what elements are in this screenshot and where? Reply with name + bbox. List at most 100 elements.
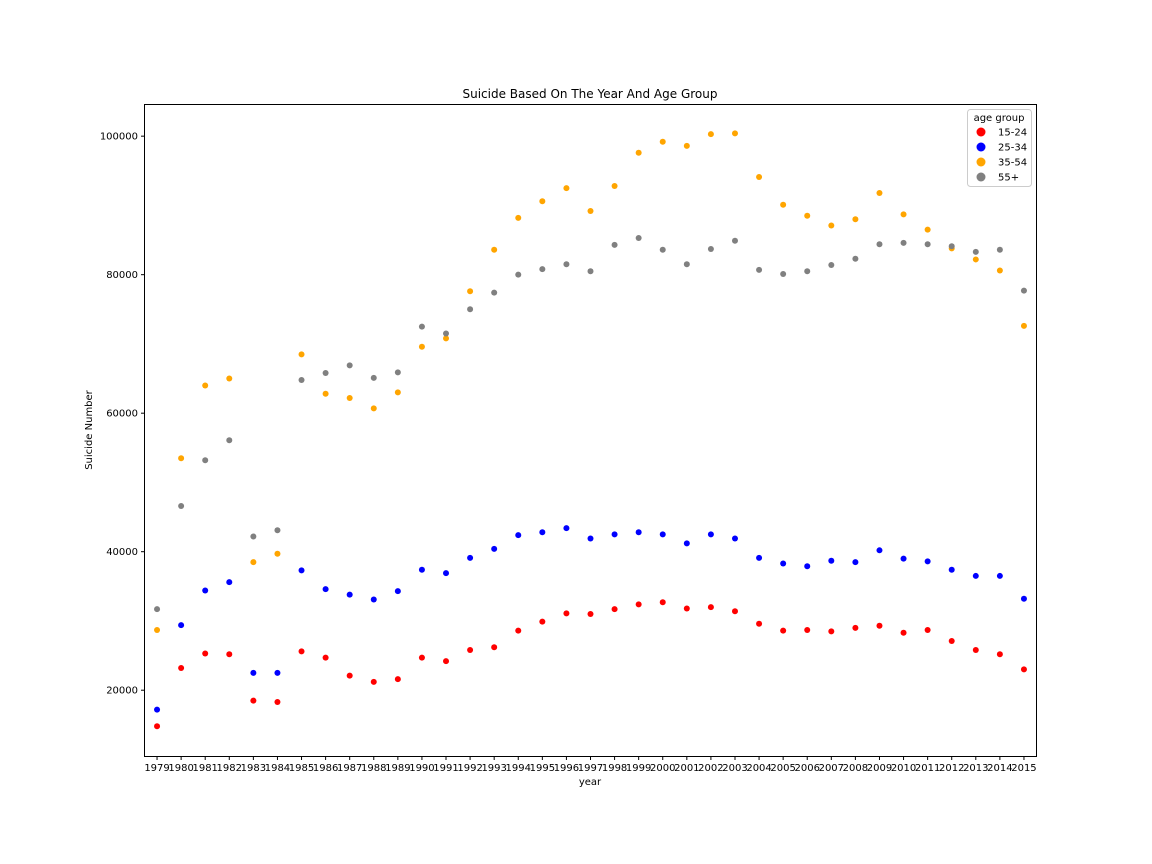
- data-point-15-24: [876, 622, 883, 629]
- data-point-35-54: [563, 185, 570, 192]
- data-point-15-24: [226, 651, 233, 658]
- data-point-35-54: [731, 130, 738, 137]
- data-point-15-24: [659, 599, 666, 606]
- y-tick-label: 40000: [106, 547, 138, 558]
- data-point-35-54: [852, 216, 859, 223]
- x-tick-label: 1999: [626, 763, 651, 774]
- data-point-55+: [322, 370, 329, 377]
- data-point-25-34: [274, 669, 281, 676]
- data-point-55+: [1020, 287, 1027, 294]
- data-point-55+: [491, 289, 498, 296]
- data-point-25-34: [394, 588, 401, 595]
- data-point-15-24: [731, 608, 738, 615]
- data-points: [154, 130, 1027, 730]
- data-point-35-54: [370, 405, 377, 412]
- data-point-15-24: [852, 624, 859, 631]
- data-point-35-54: [924, 226, 931, 233]
- data-point-55+: [563, 261, 570, 268]
- data-point-55+: [731, 237, 738, 244]
- x-tick-label: 2008: [843, 763, 868, 774]
- x-tick-label: 1987: [337, 763, 362, 774]
- data-point-15-24: [539, 618, 546, 625]
- data-point-25-34: [756, 554, 763, 561]
- data-point-25-34: [154, 706, 161, 713]
- data-point-55+: [876, 241, 883, 248]
- data-point-25-34: [900, 555, 907, 562]
- data-point-25-34: [876, 547, 883, 554]
- x-tick-label: 2001: [674, 763, 699, 774]
- data-point-55+: [635, 234, 642, 241]
- data-point-35-54: [804, 212, 811, 219]
- data-point-25-34: [707, 531, 714, 538]
- legend-label: 35-54: [998, 158, 1027, 169]
- data-point-35-54: [202, 382, 209, 389]
- y-tick-label: 80000: [106, 270, 138, 281]
- x-tick-label: 2014: [987, 763, 1012, 774]
- data-point-35-54: [154, 626, 161, 633]
- data-point-55+: [298, 376, 305, 383]
- data-point-15-24: [707, 604, 714, 611]
- data-point-55+: [659, 246, 666, 253]
- legend-marker: [976, 157, 986, 167]
- y-axis-label: Suicide Number: [84, 389, 95, 469]
- x-tick-label: 1990: [409, 763, 434, 774]
- data-point-55+: [274, 527, 281, 534]
- x-axis: 1979198019811982198319841985198619871988…: [144, 756, 1037, 774]
- data-point-35-54: [226, 375, 233, 382]
- data-point-55+: [996, 246, 1003, 253]
- data-point-25-34: [828, 557, 835, 564]
- data-point-25-34: [298, 567, 305, 574]
- data-point-55+: [154, 606, 161, 613]
- data-point-25-34: [346, 591, 353, 598]
- x-tick-label: 1983: [241, 763, 266, 774]
- data-point-15-24: [154, 723, 161, 730]
- data-point-35-54: [298, 351, 305, 358]
- data-point-15-24: [250, 697, 257, 704]
- data-point-55+: [972, 248, 979, 255]
- x-tick-label: 2006: [795, 763, 820, 774]
- y-tick-label: 60000: [106, 409, 138, 420]
- data-point-25-34: [370, 596, 377, 603]
- data-point-15-24: [298, 648, 305, 655]
- x-tick-label: 2003: [722, 763, 747, 774]
- data-point-15-24: [635, 601, 642, 608]
- data-point-55+: [924, 241, 931, 248]
- x-tick-label: 2015: [1011, 763, 1036, 774]
- data-point-15-24: [828, 628, 835, 635]
- data-point-35-54: [322, 390, 329, 397]
- data-point-15-24: [178, 665, 185, 672]
- data-point-55+: [611, 241, 618, 248]
- x-tick-label: 2013: [963, 763, 988, 774]
- data-point-15-24: [683, 605, 690, 612]
- data-point-15-24: [996, 651, 1003, 658]
- data-point-35-54: [491, 246, 498, 253]
- y-tick-label: 20000: [106, 686, 138, 697]
- data-point-35-54: [178, 455, 185, 462]
- data-point-25-34: [804, 563, 811, 570]
- data-point-15-24: [756, 620, 763, 627]
- data-point-25-34: [659, 531, 666, 538]
- data-point-15-24: [467, 647, 474, 654]
- x-tick-label: 1993: [481, 763, 506, 774]
- legend-title: age group: [974, 113, 1025, 124]
- data-point-15-24: [924, 626, 931, 633]
- data-point-15-24: [780, 627, 787, 634]
- x-tick-label: 2005: [770, 763, 795, 774]
- data-point-15-24: [948, 638, 955, 645]
- data-point-15-24: [443, 658, 450, 665]
- legend: age group 15-24 25-34 35-54 55+: [967, 109, 1032, 187]
- data-point-35-54: [611, 183, 618, 190]
- x-tick-label: 2009: [867, 763, 892, 774]
- data-point-55+: [828, 261, 835, 268]
- data-point-55+: [443, 330, 450, 337]
- x-tick-label: 2007: [819, 763, 844, 774]
- x-tick-label: 2002: [698, 763, 723, 774]
- data-point-25-34: [1020, 595, 1027, 602]
- data-point-35-54: [756, 174, 763, 181]
- data-point-25-34: [611, 531, 618, 538]
- data-point-25-34: [515, 532, 522, 539]
- x-tick-label: 1992: [457, 763, 482, 774]
- data-point-35-54: [683, 142, 690, 149]
